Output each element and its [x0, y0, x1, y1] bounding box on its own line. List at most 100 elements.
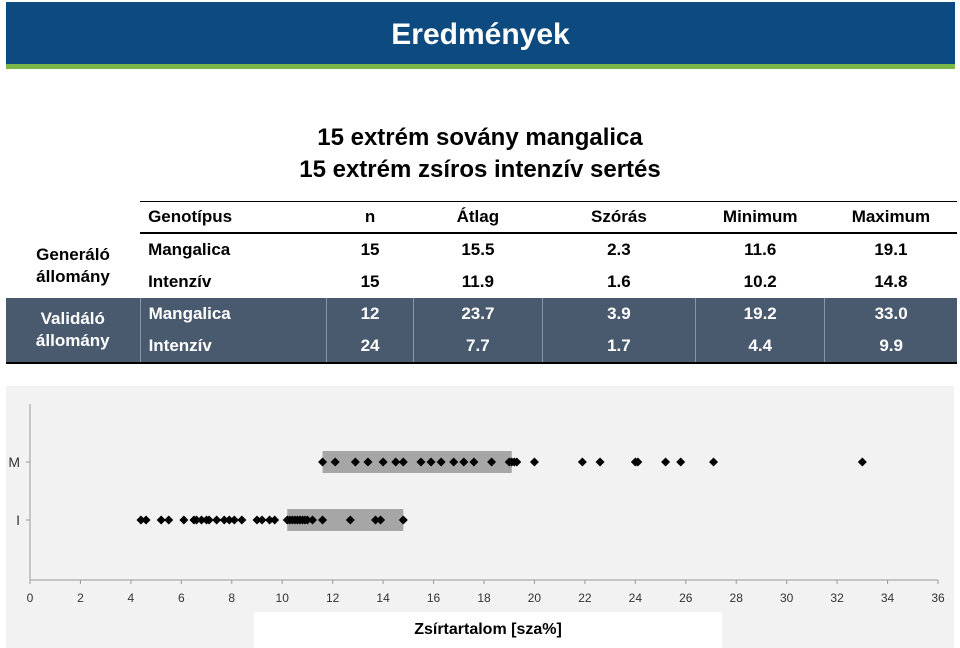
- group-label-line1: Validáló: [40, 309, 105, 328]
- cell-sd: 1.7: [541, 330, 696, 364]
- x-tick-label: 4: [128, 591, 135, 605]
- data-point: [224, 515, 234, 525]
- data-point: [350, 457, 360, 467]
- x-tick-label: 18: [477, 591, 491, 605]
- data-point: [156, 515, 166, 525]
- table-row: Generáló állomány Mangalica 15 15.5 2.3 …: [6, 233, 957, 286]
- x-axis-label: Zsírtartalom [sza%]: [414, 621, 562, 638]
- cell-mean: 15.5: [461, 240, 495, 259]
- col-header-mean: Átlag: [413, 201, 543, 234]
- x-tick-label: 14: [376, 591, 390, 605]
- y-category-label: M: [8, 454, 20, 470]
- x-tick-label: 28: [730, 591, 744, 605]
- cell-mean: 23.7: [413, 298, 543, 330]
- cell-min: 19.2: [695, 298, 825, 330]
- cell-n: 24: [326, 330, 414, 364]
- subtitle-line-2: 15 extrém zsíros intenzív sertés: [299, 156, 661, 183]
- group-label-validating: Validáló állomány: [6, 298, 141, 364]
- x-tick-label: 8: [228, 591, 235, 605]
- data-point: [709, 457, 719, 467]
- data-point: [307, 515, 317, 525]
- x-tick-label: 26: [679, 591, 693, 605]
- x-tick-label: 34: [881, 591, 895, 605]
- x-tick-label: 32: [830, 591, 844, 605]
- title-accent-stripe: [6, 64, 955, 69]
- data-point: [512, 457, 522, 467]
- data-point: [212, 515, 222, 525]
- col-header-n: n: [326, 201, 414, 234]
- data-point: [371, 515, 381, 525]
- data-point: [302, 515, 312, 525]
- cell-n: 15: [360, 272, 380, 291]
- x-tick-label: 10: [276, 591, 290, 605]
- data-point: [857, 457, 867, 467]
- x-tick-label: 20: [528, 591, 542, 605]
- data-point: [426, 457, 436, 467]
- data-point: [577, 457, 587, 467]
- data-point: [487, 457, 497, 467]
- group-label-line2: állomány: [36, 266, 110, 286]
- data-point: [529, 457, 539, 467]
- x-tick-label: 2: [77, 591, 84, 605]
- x-tick-label: 6: [178, 591, 185, 605]
- data-point: [318, 457, 328, 467]
- table-row: Intenzív 15 11.9 1.6 10.2 14.8: [6, 266, 957, 298]
- x-tick-label: 12: [326, 591, 340, 605]
- table-row: Validáló állomány Mangalica 12 23.7 3.9 …: [6, 298, 957, 364]
- x-tick-label: 36: [931, 591, 945, 605]
- x-axis-label-box: [254, 612, 722, 648]
- data-point: [391, 457, 401, 467]
- data-point: [661, 457, 671, 467]
- cell-max: 14.8: [874, 272, 908, 291]
- cell-mean: 7.7: [413, 330, 543, 364]
- cell-genotype: Mangalica: [148, 240, 231, 259]
- data-point: [376, 515, 386, 525]
- cell-genotype: Mangalica: [139, 298, 327, 330]
- group-label-line1: Generáló: [36, 244, 110, 264]
- data-point: [265, 515, 275, 525]
- title-banner: Eredmények: [6, 2, 955, 64]
- cell-max: 33.0: [824, 298, 957, 330]
- cell-sd: 3.9: [541, 298, 696, 330]
- data-point: [164, 515, 174, 525]
- cell-min: 4.4: [695, 330, 825, 364]
- cell-n: 15: [360, 240, 380, 259]
- data-point: [229, 515, 239, 525]
- data-point: [345, 515, 355, 525]
- data-point: [398, 515, 408, 525]
- x-tick-label: 30: [780, 591, 794, 605]
- group-header-empty: [6, 202, 140, 234]
- x-tick-label: 24: [629, 591, 643, 605]
- data-point: [318, 515, 328, 525]
- cell-n: 12: [326, 298, 414, 330]
- cell-min: 10.2: [743, 272, 777, 291]
- range-box: [287, 509, 404, 531]
- statistics-table: Genotípus n Átlag Szórás Minimum Maximum…: [6, 201, 957, 364]
- data-point: [252, 515, 262, 525]
- data-point: [204, 515, 214, 525]
- data-point: [633, 457, 643, 467]
- data-point: [141, 515, 151, 525]
- cell-min: 11.6: [744, 240, 777, 259]
- dot-plot-panel: 0 2 4 6 8 10 12 14 16 18 20 22 24 26 28 30 32 34 36 M I: [6, 386, 954, 648]
- x-tick-label: 16: [427, 591, 441, 605]
- data-point: [676, 457, 686, 467]
- cell-mean: 11.9: [461, 272, 494, 291]
- data-point: [436, 457, 446, 467]
- group-label-generating: Generáló állomány: [6, 233, 140, 298]
- table-row: Intenzív 24 7.7 1.7 4.4 9.9: [6, 330, 957, 364]
- col-header-max: Maximum: [824, 201, 957, 234]
- col-header-genotype: Genotípus: [140, 201, 327, 234]
- y-category-label: I: [16, 512, 20, 528]
- data-point: [237, 515, 247, 525]
- data-point: [469, 457, 479, 467]
- data-point: [136, 515, 146, 525]
- cell-max: 9.9: [824, 330, 957, 364]
- data-point: [179, 515, 189, 525]
- col-header-min: Minimum: [695, 201, 825, 234]
- x-tick-label: 22: [578, 591, 592, 605]
- table-header-row: Genotípus n Átlag Szórás Minimum Maximum: [6, 201, 957, 234]
- data-point: [219, 515, 229, 525]
- data-point: [595, 457, 605, 467]
